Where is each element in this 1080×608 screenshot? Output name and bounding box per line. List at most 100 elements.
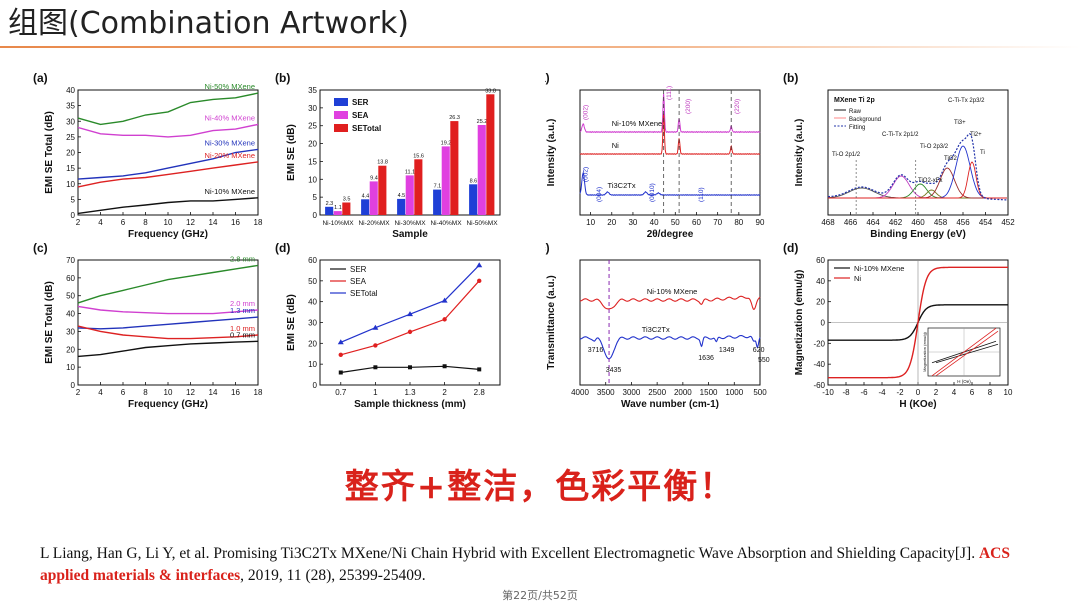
series-line-ni-10-mxene — [579, 295, 761, 311]
x-tick-label: Ni-40%MX — [430, 220, 462, 227]
y-tick-label: -20 — [813, 339, 825, 348]
marker-se-r — [442, 364, 447, 369]
x-axis-label: H (KOe) — [899, 399, 936, 410]
series-line-ni-10-mxene — [579, 93, 761, 134]
peak-label: C-Ti-Tx 2p3/2 — [948, 98, 985, 104]
x-tick-label: 14 — [209, 388, 218, 397]
x-tick-label: 2.8 — [474, 388, 486, 397]
series-line-ti3c2tx — [579, 334, 761, 360]
inset-y-label: Magnetization (emu/g) — [922, 331, 927, 371]
x-tick-label: 18 — [254, 218, 263, 227]
panel-label: (c) — [33, 241, 48, 255]
x-tick-label: 464 — [866, 218, 880, 227]
panel-label: (c) — [545, 241, 550, 255]
series-label-ti3c2tx: Ti3C2Tx — [642, 325, 670, 334]
y-tick-label: 20 — [66, 149, 75, 158]
panel-label: (d) — [275, 241, 290, 255]
x-tick-label: 10 — [1004, 388, 1013, 397]
y-tick-label: 0 — [821, 319, 826, 328]
x-tick-label: 1 — [373, 388, 378, 397]
x-tick-label: 16 — [231, 388, 240, 397]
y-tick-label: 60 — [66, 274, 75, 283]
x-tick-label: 456 — [956, 218, 970, 227]
bar-se-r-ni-10-mx — [325, 206, 334, 215]
x-tick-label: 2 — [76, 388, 81, 397]
bar-se-a-ni-20-mx — [369, 181, 378, 215]
x-tick-label: 80 — [734, 218, 743, 227]
y-tick-label: 60 — [816, 256, 825, 265]
bar-value-label: 25.2 — [477, 119, 488, 125]
title-underline — [0, 46, 1080, 48]
y-tick-label: 10 — [66, 180, 75, 189]
y-tick-label: 40 — [816, 277, 825, 286]
x-tick-label: 14 — [209, 218, 218, 227]
panel-left-d: (d) 0.7 1 1.3 2 2.8 0 10 20 30 40 50 60 Sample thickn… — [275, 241, 501, 410]
series-line-0-7-mm — [77, 340, 259, 358]
legend-label-fitting: Fitting — [849, 125, 865, 131]
citation-authors-title: L Liang, Han G, Li Y, et al. Promising T… — [40, 545, 979, 562]
legend-label-ni: Ni — [854, 274, 861, 283]
legend-label-se-total: SETotal — [352, 124, 381, 133]
x-tick-label: 10 — [164, 218, 173, 227]
x-tick-label: -4 — [878, 388, 886, 397]
figure-characterization: (a)1020304050607080902θ/degreeIntensity … — [545, 71, 1015, 410]
x-tick-label: Ni-50%MX — [466, 220, 498, 227]
y-tick-label: 0 — [313, 381, 318, 390]
peak-label: TiO2-xFx — [918, 178, 942, 184]
slide-title: 组图(Combination Artwork) — [8, 6, 409, 41]
legend-title: MXene Ti 2p — [834, 97, 875, 104]
bar-se-r-ni-30-mx — [397, 198, 406, 215]
y-tick-label: 20 — [66, 345, 75, 354]
y-tick-label: 15 — [308, 157, 317, 166]
series-label-ni-30-mxene: Ni-30% MXene — [205, 138, 255, 147]
x-tick-label: 2500 — [648, 388, 666, 397]
series-line-ni-20-mxene — [77, 161, 259, 188]
legend-swatch-se-a — [334, 111, 348, 119]
marker-se-a — [442, 317, 447, 322]
peak-label: Ti-O 2p1/2 — [832, 152, 861, 158]
x-tick-label: 500 — [753, 388, 767, 397]
x-tick-label: 0 — [916, 388, 921, 397]
peak-label: C-Ti-Tx 2p1/2 — [882, 132, 919, 138]
y-axis-label: Intensity (a.u.) — [546, 119, 557, 187]
y-tick-label: 40 — [66, 310, 75, 319]
marker-se-a — [407, 329, 413, 335]
reference-citation: L Liang, Han G, Li Y, et al. Promising T… — [40, 543, 1050, 587]
bar-value-label: 8.6 — [470, 178, 478, 184]
x-tick-label: 1500 — [700, 388, 718, 397]
fit-component — [828, 161, 1007, 199]
x-tick-label: 10 — [164, 388, 173, 397]
y-tick-label: 70 — [66, 256, 75, 265]
x-tick-label: 2 — [934, 388, 939, 397]
x-tick-label: 12 — [186, 218, 195, 227]
panel-label: (b) — [783, 71, 798, 85]
series-line-ti3c2tx — [579, 171, 761, 196]
x-axis-label: 2θ/degree — [647, 229, 694, 240]
x-tick-label: 90 — [756, 218, 765, 227]
plot-frame — [579, 259, 761, 386]
legend-swatch-se-total — [334, 124, 348, 132]
panel-left-b: (b) Ni-10%MX Ni-20%MX Ni-30%MX Ni-40%MX Ni-50… — [275, 71, 501, 240]
panel-left-c: (c) 2 4 6 8 10 12 14 16 18 0 10 20 30 40 50 60 70 Frequenc… — [33, 241, 263, 410]
bar-se-a-ni-50-mx — [477, 125, 486, 215]
x-tick-label: 60 — [692, 218, 701, 227]
bar-value-label: 7.1 — [434, 184, 442, 190]
peak-label: (110) — [698, 187, 705, 202]
legend-label-se-total: SETotal — [350, 289, 378, 298]
series-label-2-0-mm: 2.0 mm — [230, 299, 255, 308]
inset-loop-lower — [935, 330, 999, 377]
y-axis-label: Intensity (a.u.) — [794, 119, 805, 187]
bar-se-total-ni-30-mx — [414, 159, 423, 215]
x-axis-label: Sample — [392, 229, 428, 240]
x-tick-label: 462 — [889, 218, 903, 227]
y-tick-label: 10 — [308, 360, 317, 369]
x-tick-label: 4000 — [571, 388, 589, 397]
x-tick-label: 4 — [952, 388, 957, 397]
marker-se-r — [373, 365, 378, 370]
x-tick-label: 6 — [121, 218, 126, 227]
bar-se-total-ni-10-mx — [342, 202, 351, 215]
y-tick-label: 50 — [66, 292, 75, 301]
legend-label-se-r: SER — [350, 265, 367, 274]
bar-value-label: 26.3 — [449, 115, 460, 121]
series-line-ni-10-mxene — [77, 197, 259, 215]
